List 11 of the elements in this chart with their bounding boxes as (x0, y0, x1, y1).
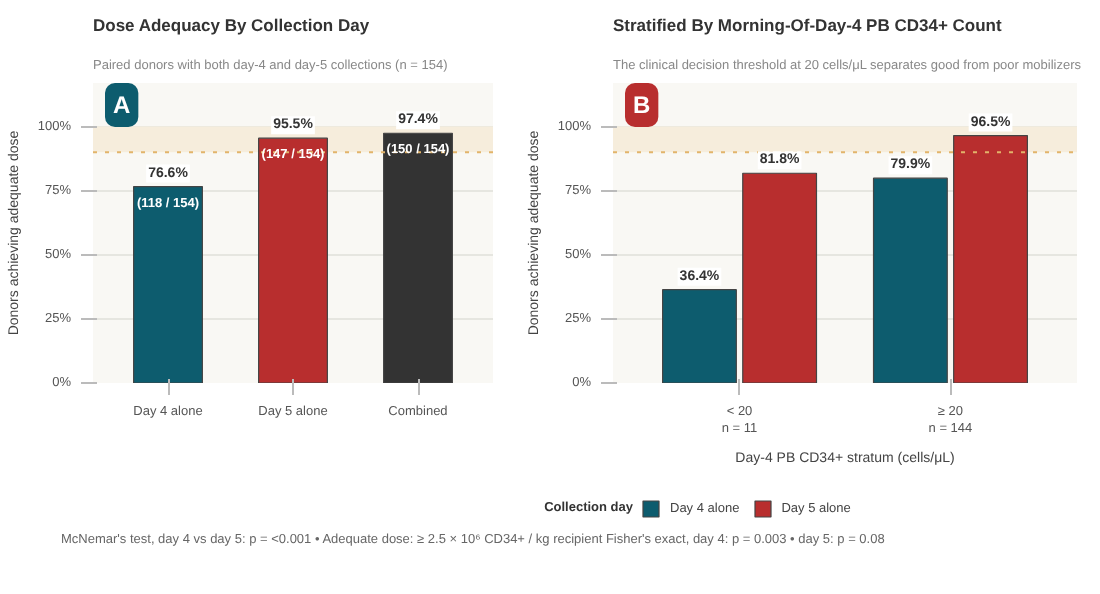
bar (383, 132, 453, 383)
chart-title: Stratified By Morning-Of-Day-4 PB CD34+ Count (613, 15, 1003, 35)
bar (258, 137, 328, 383)
bar (953, 134, 1028, 383)
bar (742, 172, 818, 383)
annotation: A (113, 91, 131, 119)
bar (662, 289, 737, 383)
annotation: B (633, 91, 651, 119)
bar (133, 185, 203, 383)
chart-title: Dose Adequacy By Collection Day (93, 15, 370, 35)
bar (872, 177, 948, 383)
